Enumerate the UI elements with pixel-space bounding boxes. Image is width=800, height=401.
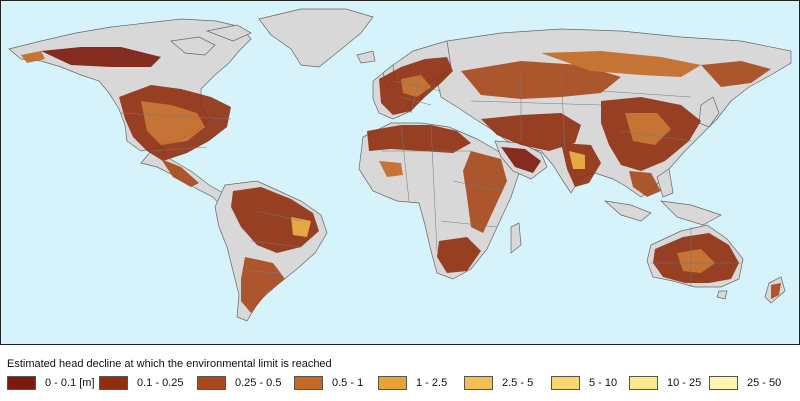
- madagascar-landmass: [510, 222, 522, 254]
- legend-item: 1 - 2.5: [378, 374, 447, 392]
- overlay-india-light: [569, 151, 585, 169]
- overlay-canada: [41, 47, 161, 67]
- overlay-east-africa: [463, 151, 507, 233]
- legend-swatch: [629, 376, 658, 390]
- legend-label: 0.25 - 0.5: [235, 377, 282, 389]
- overlay-south-america-north: [231, 187, 319, 253]
- legend-swatch: [99, 376, 128, 390]
- iceland-landmass: [356, 50, 376, 64]
- legend-item: 0.5 - 1: [294, 374, 363, 392]
- legend-label: 0 - 0.1 [m]: [45, 377, 95, 389]
- legend-label: 2.5 - 5: [502, 377, 534, 389]
- legend-item: 0 - 0.1 [m]: [7, 374, 95, 392]
- overlay-alaska: [21, 51, 45, 63]
- arctic-islands: [170, 24, 252, 56]
- legend-swatch: [464, 376, 493, 390]
- overlay-brazil: [291, 217, 311, 237]
- legend-item: 2.5 - 5: [464, 374, 533, 392]
- overlay-siberia: [541, 51, 701, 77]
- legend-swatch: [551, 376, 580, 390]
- legend-swatch: [709, 376, 738, 390]
- legend-item: 5 - 10: [551, 374, 617, 392]
- overlay-west-africa: [379, 161, 403, 177]
- legend-label: 5 - 10: [589, 377, 618, 389]
- greenland-landmass: [258, 8, 374, 68]
- overlay-southern-africa: [437, 237, 481, 273]
- new-zealand-landmass: [716, 276, 786, 304]
- overlay-mexico: [161, 159, 199, 187]
- overlay-middle-east: [481, 113, 581, 151]
- legend-item: 0.25 - 0.5: [197, 374, 281, 392]
- overlay-china-light: [625, 113, 671, 145]
- legend-title: Estimated head decline at which the envi…: [7, 358, 332, 370]
- legend-label: 0.5 - 1: [332, 377, 364, 389]
- overlay-east-siberia: [701, 61, 771, 87]
- legend-label: 10 - 25: [667, 377, 702, 389]
- legend-item: 10 - 25: [629, 374, 701, 392]
- overlay-new-zealand: [771, 283, 781, 299]
- legend-swatch: [7, 376, 36, 390]
- overlay-central-asia: [461, 61, 621, 99]
- map-canvas: [8, 8, 792, 322]
- country-borders: [120, 70, 741, 287]
- legend-swatch: [294, 376, 323, 390]
- overlay-north-america-light: [141, 101, 205, 145]
- legend-label: 1 - 2.5: [416, 377, 448, 389]
- legend-label: 25 - 50: [747, 377, 782, 389]
- overlay-australia-light: [677, 249, 715, 273]
- overlay-southeast-asia: [629, 171, 661, 197]
- legend-swatch: [197, 376, 226, 390]
- legend-item: 25 - 50: [709, 374, 781, 392]
- southeast-asia-islands: [603, 168, 722, 226]
- legend-label: 0.1 - 0.25: [137, 377, 184, 389]
- overlay-arabia: [501, 147, 541, 173]
- overlay-north-africa: [367, 125, 471, 153]
- world-map: [0, 0, 800, 345]
- legend-item: 0.1 - 0.25: [99, 374, 183, 392]
- legend-swatch: [378, 376, 407, 390]
